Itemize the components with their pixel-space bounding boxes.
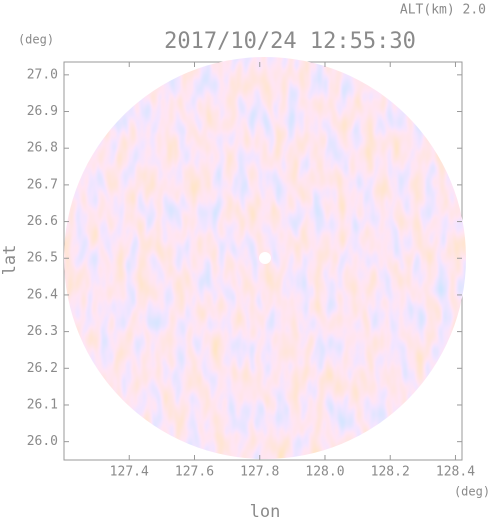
y-tick-label: 26.9 (27, 104, 58, 119)
y-tick-label: 26.3 (27, 324, 58, 339)
y-tick-label: 26.4 (27, 287, 58, 302)
y-tick-label: 26.5 (27, 251, 58, 266)
y-tick-label: 26.1 (27, 397, 58, 412)
y-tick-label: 26.2 (27, 361, 58, 376)
x-unit: (deg) (454, 485, 490, 499)
subtitle: ALT(km) 2.0 (400, 3, 486, 18)
x-tick-label: 128.2 (371, 465, 410, 480)
y-unit: (deg) (18, 33, 54, 47)
y-tick-label: 26.7 (27, 177, 58, 192)
x-tick-label: 128.4 (436, 465, 475, 480)
x-tick-label: 128.0 (305, 465, 344, 480)
x-tick-label: 127.4 (110, 465, 149, 480)
y-tick-label: 26.0 (27, 434, 58, 449)
chart-title: 2017/10/24 12:55:30 (164, 29, 416, 54)
x-tick-label: 127.6 (175, 465, 214, 480)
x-label: lon (250, 502, 281, 521)
y-tick-label: 26.6 (27, 214, 58, 229)
y-tick-label: 27.0 (27, 67, 58, 82)
radar-image (64, 57, 466, 459)
y-label: lat (0, 245, 20, 276)
x-tick-label: 127.8 (240, 465, 279, 480)
y-tick-label: 26.8 (27, 141, 58, 156)
